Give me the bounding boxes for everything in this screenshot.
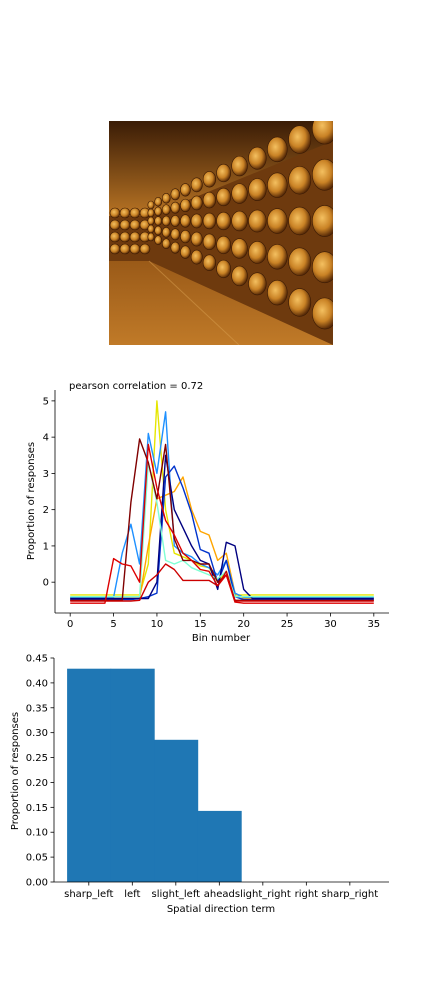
line-series-4 bbox=[70, 465, 374, 601]
line-series-6 bbox=[70, 461, 374, 598]
bar-chart-x-tick-label: right bbox=[295, 889, 319, 900]
bar-sharp_left bbox=[67, 668, 112, 882]
bar-chart-x-tick-label: sharp_right bbox=[322, 889, 379, 900]
bar-chart-y-tick-label: 0.05 bbox=[26, 853, 48, 864]
line-chart-x-tick-label: 20 bbox=[237, 619, 250, 630]
bar-chart-y-tick-label: 0.30 bbox=[26, 728, 48, 739]
line-chart-x-tick-label: 10 bbox=[151, 619, 164, 630]
line-chart-x-tick-label: 25 bbox=[281, 619, 294, 630]
bar-chart-xlabel: Spatial direction term bbox=[167, 904, 275, 915]
line-chart-y-tick-label: 3 bbox=[43, 469, 49, 480]
line-chart-x-tick-label: 0 bbox=[67, 619, 73, 630]
line-chart-title: pearson correlation = 0.72 bbox=[69, 381, 203, 392]
bar-chart-y-tick-label: 0.45 bbox=[26, 654, 48, 665]
line-series-1 bbox=[70, 400, 374, 596]
bar-chart-y-tick-label: 0.15 bbox=[26, 803, 48, 814]
bar-chart-x-tick-label: slight_left bbox=[152, 889, 201, 900]
bar-chart-y-tick-label: 0.40 bbox=[26, 678, 48, 689]
line-chart-y-tick-label: 0 bbox=[43, 578, 49, 589]
bar-slight_left bbox=[154, 739, 199, 882]
bar-chart-ylabel: Proportion of responses bbox=[10, 712, 21, 830]
line-series-5 bbox=[70, 454, 374, 600]
line-chart-x-tick-label: 5 bbox=[110, 619, 116, 630]
bar-chart-y-tick-label: 0.10 bbox=[26, 828, 48, 839]
line-chart-y-tick-label: 5 bbox=[43, 396, 49, 407]
line-chart: pearson correlation = 0.72 0 5 10 15 20 25 30 3… bbox=[26, 381, 389, 644]
bar-chart: sharp_left left slight_left ahead slight_rig… bbox=[10, 654, 389, 915]
wine-cellar-photo bbox=[109, 121, 333, 345]
bar-chart-y-tick-label: 0.25 bbox=[26, 753, 48, 764]
bar-chart-y-tick-label: 0.20 bbox=[26, 778, 48, 789]
bar-chart-x-tick-label: slight_right bbox=[235, 889, 291, 900]
bar-left bbox=[110, 668, 155, 882]
line-chart-x-tick-label: 30 bbox=[324, 619, 337, 630]
bar-chart-y-tick-label: 0.35 bbox=[26, 703, 48, 714]
bar-chart-x-tick-label: left bbox=[124, 889, 140, 900]
line-chart-y-tick-label: 1 bbox=[43, 541, 49, 552]
bar-chart-y-tick-label: 0.00 bbox=[26, 878, 48, 889]
line-chart-x-tick-label: 15 bbox=[194, 619, 207, 630]
line-chart-xlabel: Bin number bbox=[192, 633, 251, 644]
line-chart-x-tick-label: 35 bbox=[367, 619, 380, 630]
bar-ahead bbox=[197, 810, 242, 882]
line-chart-y-tick-label: 2 bbox=[43, 505, 49, 516]
bar-chart-x-tick-label: sharp_left bbox=[64, 889, 113, 900]
line-chart-y-tick-label: 4 bbox=[43, 433, 49, 444]
line-series-8 bbox=[70, 443, 374, 604]
line-series-9 bbox=[70, 563, 374, 602]
bar-chart-x-tick-label: ahead bbox=[204, 889, 235, 900]
line-chart-ylabel: Proportion of responses bbox=[26, 442, 37, 560]
